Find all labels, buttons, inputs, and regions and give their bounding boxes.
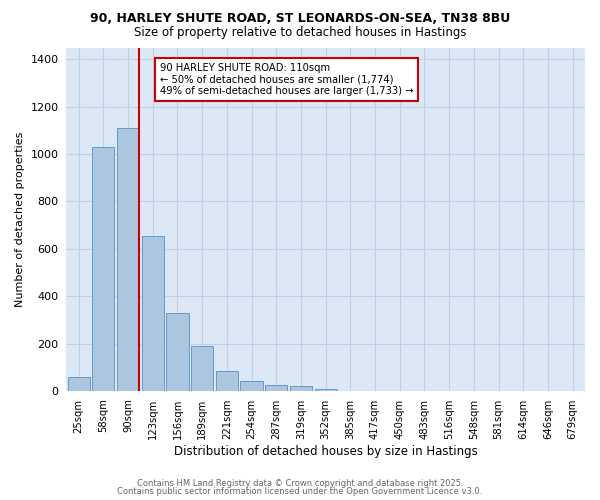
Bar bbox=[241, 382, 263, 391]
Text: Contains HM Land Registry data © Crown copyright and database right 2025.: Contains HM Land Registry data © Crown c… bbox=[137, 478, 463, 488]
Bar bbox=[216, 371, 238, 391]
Y-axis label: Number of detached properties: Number of detached properties bbox=[15, 132, 25, 307]
Bar bbox=[142, 236, 164, 391]
Text: 90, HARLEY SHUTE ROAD, ST LEONARDS-ON-SEA, TN38 8BU: 90, HARLEY SHUTE ROAD, ST LEONARDS-ON-SE… bbox=[90, 12, 510, 26]
Text: Size of property relative to detached houses in Hastings: Size of property relative to detached ho… bbox=[134, 26, 466, 39]
Text: 90 HARLEY SHUTE ROAD: 110sqm
← 50% of detached houses are smaller (1,774)
49% of: 90 HARLEY SHUTE ROAD: 110sqm ← 50% of de… bbox=[160, 63, 413, 96]
Bar bbox=[166, 313, 188, 391]
Bar bbox=[314, 388, 337, 391]
Bar bbox=[290, 386, 312, 391]
X-axis label: Distribution of detached houses by size in Hastings: Distribution of detached houses by size … bbox=[174, 444, 478, 458]
Bar bbox=[117, 128, 139, 391]
Bar bbox=[92, 147, 115, 391]
Text: Contains public sector information licensed under the Open Government Licence v3: Contains public sector information licen… bbox=[118, 487, 482, 496]
Bar bbox=[265, 385, 287, 391]
Bar bbox=[68, 376, 90, 391]
Bar bbox=[191, 346, 213, 391]
